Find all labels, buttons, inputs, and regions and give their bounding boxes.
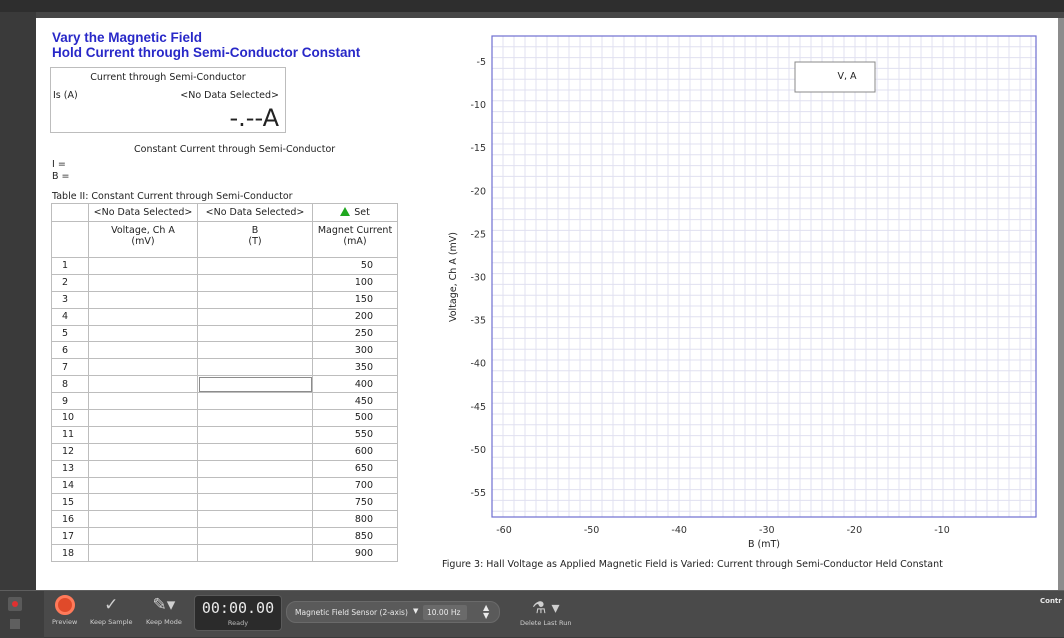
table-row[interactable]: 3 150 — [51, 290, 398, 309]
x-tick-label: -50 — [584, 525, 600, 536]
x-tick-label: -40 — [671, 525, 687, 536]
workbook-page: Vary the Magnetic Field Hold Current thr… — [36, 18, 1062, 590]
table-row[interactable]: 13 650 — [51, 459, 398, 478]
current-digits-meter[interactable]: Current through Semi-Conductor Is (A) <N… — [50, 67, 286, 133]
preview-icon — [52, 595, 77, 615]
y-tick-label: -5 — [477, 57, 486, 68]
column-voltage-name: Voltage, Ch A — [111, 225, 175, 236]
rate-stepper-icon[interactable]: ▲ ▼ — [483, 603, 490, 620]
timer-value: 00:00.00 — [201, 599, 275, 617]
y-tick-label: -35 — [470, 316, 486, 327]
table-row[interactable]: 8 400 — [51, 375, 398, 394]
y-tick-label: -20 — [470, 186, 486, 197]
meter-value: -.--A — [229, 104, 280, 132]
y-tick-label: -30 — [470, 273, 486, 284]
figure-caption: Figure 3: Hall Voltage as Applied Magnet… — [442, 559, 943, 570]
column-header-b[interactable]: B (T) — [197, 221, 313, 258]
timer-display: 00:00.00 Ready — [194, 595, 282, 631]
preview-label: Preview — [52, 618, 78, 626]
checkmark-icon: ✓ — [104, 595, 119, 615]
bottom-toolbar: Preview ✓ Keep Sample ✎▾ Keep Mode 00:00… — [0, 590, 1064, 638]
table-row[interactable]: 1 50 — [51, 257, 398, 275]
legend-box[interactable] — [794, 61, 876, 93]
magnet-current-cell[interactable]: 800 — [312, 510, 398, 529]
table-body: 1 50 2 100 3 150 4 200 5 250 6 300 7 350 8 400 9 450 10 500… — [51, 257, 398, 563]
table-corner-cell — [51, 221, 89, 258]
column-header-magnet-current[interactable]: Magnet Current (mA) — [312, 221, 398, 258]
left-margin — [0, 12, 36, 592]
x-tick-label: -30 — [759, 525, 775, 536]
table-row[interactable]: 17 850 — [51, 527, 398, 546]
column-voltage-unit: (mV) — [131, 236, 155, 247]
page-title-line1: Vary the Magnetic Field — [52, 30, 203, 45]
table-row[interactable]: 6 300 — [51, 341, 398, 360]
table-row[interactable]: 12 600 — [51, 442, 398, 461]
set-triangle-icon — [340, 207, 351, 216]
x-tick-label: -10 — [934, 525, 950, 536]
keep-mode-button[interactable]: ✎▾ Keep Mode — [146, 595, 182, 626]
table-row[interactable]: 15 750 — [51, 493, 398, 512]
table-header-row: Voltage, Ch A (mV) B (T) Magnet Current (mA… — [51, 221, 398, 258]
x-tick-label: -60 — [496, 525, 512, 536]
y-tick-label: -55 — [470, 488, 486, 499]
pen-icon[interactable] — [10, 619, 20, 629]
table-row[interactable]: 9 450 — [51, 392, 398, 411]
magnet-current-cell[interactable]: 900 — [312, 544, 398, 563]
table-row[interactable]: 4 200 — [51, 307, 398, 326]
keep-sample-button[interactable]: ✓ Keep Sample — [90, 595, 133, 626]
table-row[interactable]: 14 700 — [51, 476, 398, 495]
timer-status: Ready — [227, 619, 249, 627]
delete-last-run-button[interactable]: ⚗ ▾ Delete Last Run — [520, 597, 572, 627]
window-top-bar — [0, 0, 1064, 12]
keep-sample-label: Keep Sample — [90, 618, 133, 626]
keep-mode-label: Keep Mode — [146, 618, 182, 626]
sensor-name: Magnetic Field Sensor (2-axis) — [295, 608, 408, 617]
magnet-current-cell[interactable]: 850 — [312, 527, 398, 546]
constant-current-heading: Constant Current through Semi-Conductor — [134, 144, 336, 155]
y-tick-label: -45 — [470, 402, 486, 413]
sensor-selector[interactable]: Magnetic Field Sensor (2-axis) ▼ 10.00 H… — [286, 601, 500, 623]
data-table[interactable]: <No Data Selected> <No Data Selected> Se… — [51, 203, 398, 563]
table-caption: Table II: Constant Current through Semi-… — [52, 191, 293, 202]
column-magnet-unit: (mA) — [343, 236, 367, 247]
controls-tab[interactable]: Contr — [1040, 597, 1062, 605]
meter-label: Is (A) — [53, 90, 78, 101]
table-row[interactable]: 16 800 — [51, 510, 398, 529]
meter-no-data[interactable]: <No Data Selected> — [180, 90, 279, 101]
y-tick-label: -40 — [470, 359, 486, 370]
legend-entry: V, A — [837, 71, 857, 82]
column-b-unit: (T) — [248, 236, 262, 247]
dropdown-arrow-icon[interactable]: ▼ — [413, 607, 419, 615]
record-icon[interactable] — [8, 597, 22, 611]
column-b-name: B — [251, 225, 259, 236]
y-axis-label[interactable]: Voltage, Ch A (mV) — [448, 232, 459, 322]
right-scrollbar[interactable] — [1058, 18, 1064, 590]
delete-run-icon: ⚗ ▾ — [532, 598, 560, 617]
keep-mode-icon: ✎▾ — [152, 595, 176, 615]
window-top-strip — [0, 12, 1064, 18]
delete-last-run-label: Delete Last Run — [520, 619, 572, 627]
y-tick-label: -10 — [470, 100, 486, 111]
meter-title: Current through Semi-Conductor — [90, 72, 246, 83]
x-axis-label[interactable]: B (mT) — [748, 539, 780, 550]
y-tick-label: -25 — [470, 229, 486, 240]
field-label: B = — [52, 171, 70, 182]
toolbar-left-panel — [0, 591, 44, 638]
current-label: I = — [52, 159, 66, 170]
set-label: Set — [354, 207, 370, 218]
table-row[interactable]: 2 100 — [51, 273, 398, 292]
y-tick-label: -15 — [470, 143, 486, 154]
x-tick-label: -20 — [847, 525, 863, 536]
preview-button[interactable]: Preview — [52, 595, 77, 626]
plot-area[interactable] — [491, 35, 1037, 518]
column-header-voltage[interactable]: Voltage, Ch A (mV) — [88, 221, 198, 258]
sample-rate-field[interactable]: 10.00 Hz — [423, 605, 467, 620]
table-source-row: <No Data Selected> <No Data Selected> Se… — [51, 203, 398, 222]
y-tick-label: -50 — [470, 445, 486, 456]
row-number[interactable]: 18 — [51, 544, 89, 563]
table-row[interactable]: 18 900 — [51, 544, 398, 563]
column-magnet-name: Magnet Current — [317, 225, 393, 236]
page-title-line2: Hold Current through Semi-Conductor Cons… — [52, 45, 361, 60]
